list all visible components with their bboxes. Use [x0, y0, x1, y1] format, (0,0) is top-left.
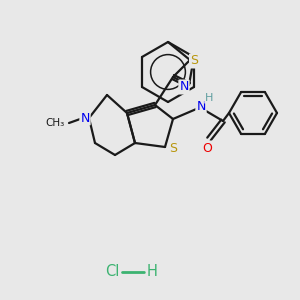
Text: N: N: [179, 80, 189, 94]
Text: N: N: [196, 100, 206, 113]
Text: CH₃: CH₃: [46, 118, 65, 128]
Text: S: S: [190, 55, 198, 68]
Text: H: H: [147, 265, 158, 280]
Text: N: N: [80, 112, 90, 124]
Text: H: H: [205, 93, 213, 103]
Text: O: O: [202, 142, 212, 154]
Text: Cl: Cl: [105, 265, 119, 280]
Text: S: S: [169, 142, 177, 155]
